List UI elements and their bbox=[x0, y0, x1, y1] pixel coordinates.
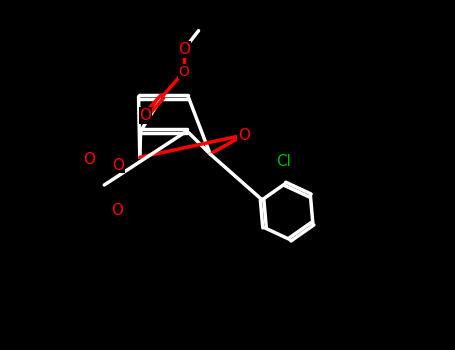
Text: O: O bbox=[83, 153, 95, 168]
Text: O: O bbox=[140, 108, 152, 123]
Text: O: O bbox=[179, 65, 189, 79]
Text: O: O bbox=[238, 127, 250, 142]
Text: Cl: Cl bbox=[276, 154, 291, 169]
Text: O: O bbox=[178, 42, 190, 57]
Text: O: O bbox=[111, 203, 123, 218]
Text: O: O bbox=[112, 158, 124, 173]
